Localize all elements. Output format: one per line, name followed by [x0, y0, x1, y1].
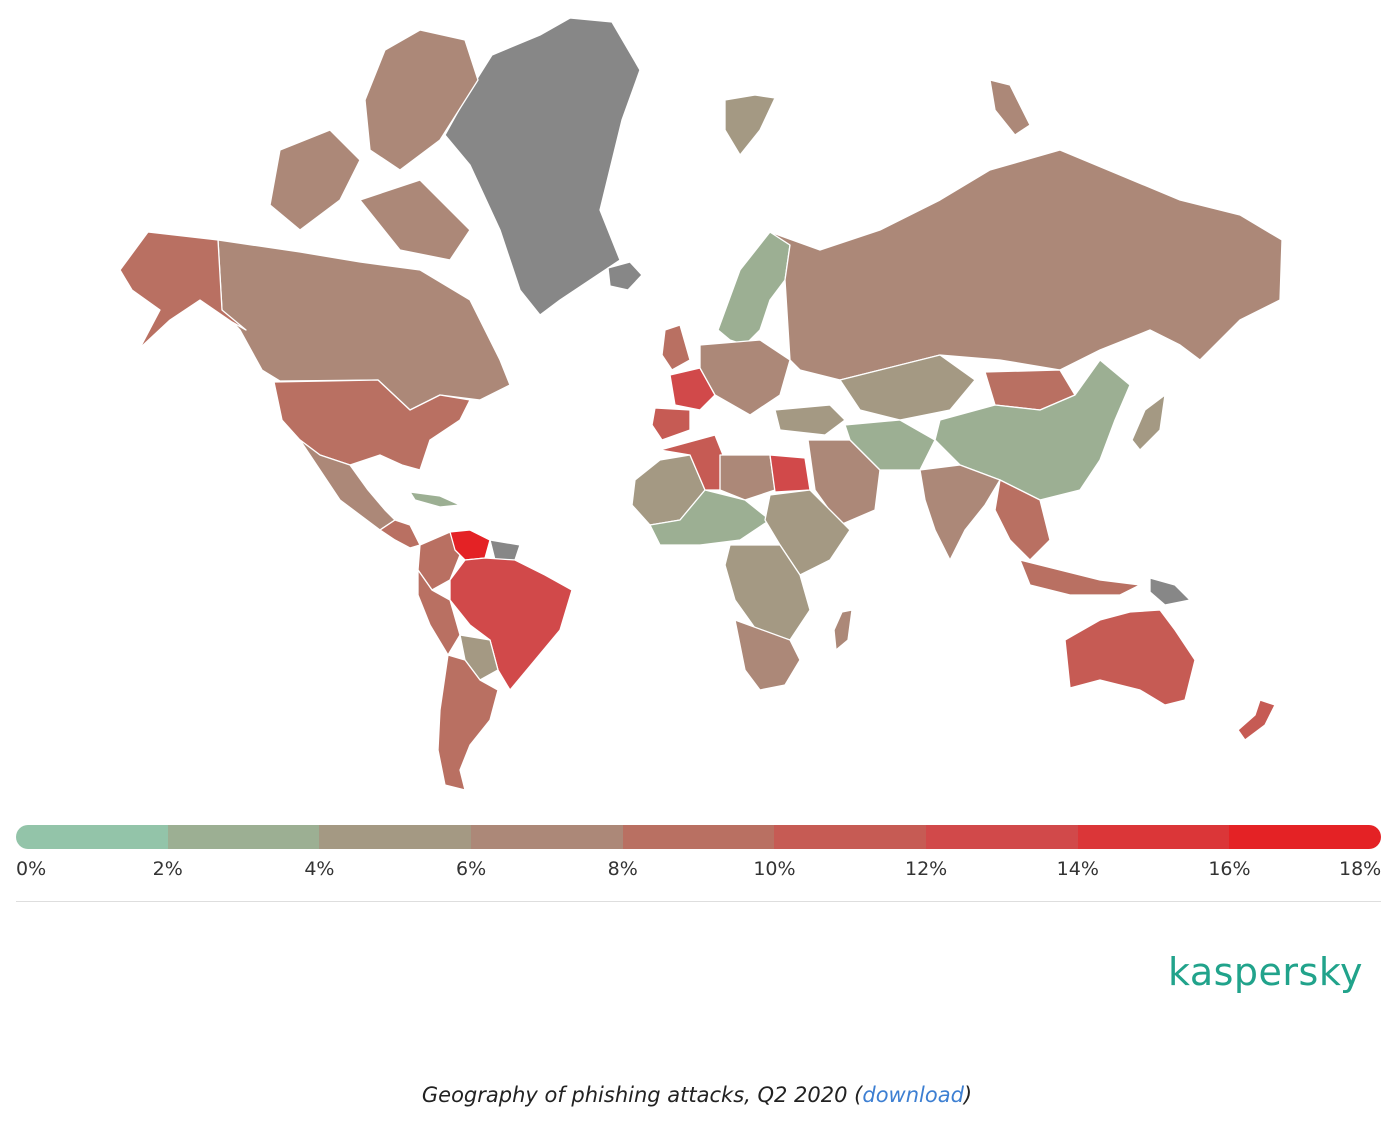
legend-tick-label: 18%	[1339, 858, 1382, 880]
legend-segment	[926, 825, 1078, 849]
region-japan	[1131, 394, 1166, 451]
region-russia-islands	[989, 79, 1031, 136]
region-egypt	[769, 454, 811, 493]
region-central-europe	[699, 339, 791, 416]
region-alaska	[119, 231, 247, 349]
legend-tick-label: 14%	[1056, 858, 1099, 880]
region-india	[919, 464, 1001, 561]
legend-tick-label: 10%	[753, 858, 796, 880]
legend-segment	[16, 825, 168, 849]
region-iberia	[651, 407, 691, 441]
legend-segment	[1229, 825, 1381, 849]
legend-color-scale	[16, 825, 1381, 849]
region-canada-arctic-3	[359, 179, 471, 261]
kaspersky-logo: kaspersky	[1168, 950, 1363, 994]
caption-text: Geography of phishing attacks, Q2 2020 (	[421, 1083, 863, 1107]
region-kazakhstan	[839, 354, 976, 421]
legend-segment	[622, 825, 775, 849]
legend-segment	[774, 825, 927, 849]
region-canada-arctic	[364, 29, 479, 171]
region-nordics	[717, 231, 791, 346]
region-brazil	[449, 557, 573, 691]
legend-tick-label: 4%	[304, 858, 335, 880]
legend-segment	[167, 825, 320, 849]
region-uk	[661, 324, 691, 371]
region-greenland	[444, 17, 641, 316]
legend-tick-label: 12%	[905, 858, 948, 880]
divider	[16, 901, 1381, 902]
region-svalbard	[724, 94, 776, 156]
download-link[interactable]: download	[862, 1083, 964, 1107]
region-peru	[417, 569, 461, 656]
region-libya	[719, 454, 776, 501]
region-argentina	[437, 654, 499, 791]
legend-tick-label: 8%	[607, 858, 638, 880]
region-iceland	[607, 261, 643, 291]
legend-segment	[1077, 825, 1230, 849]
region-australia	[1064, 609, 1196, 706]
region-turkey	[774, 404, 846, 436]
legend-tick-label: 16%	[1208, 858, 1251, 880]
region-canada	[217, 239, 511, 411]
figure-caption: Geography of phishing attacks, Q2 2020 (…	[0, 1083, 1394, 1107]
world-choropleth-map	[119, 17, 1283, 791]
legend-tick-labels: 0% 2% 4% 6% 8% 10% 12% 14% 16% 18%	[16, 858, 1381, 884]
legend-tick-label: 0%	[16, 858, 47, 880]
region-russia	[769, 149, 1283, 381]
region-se-asia	[994, 479, 1051, 561]
legend-tick-label: 6%	[456, 858, 487, 880]
region-france	[669, 367, 716, 411]
region-southern-africa	[734, 619, 801, 691]
region-canada-arctic-2	[269, 129, 361, 231]
legend-tick-label: 2%	[152, 858, 183, 880]
legend-segment	[319, 825, 472, 849]
region-guianas	[489, 539, 521, 561]
region-new-zealand	[1237, 699, 1276, 741]
region-madagascar	[833, 609, 853, 651]
region-png	[1149, 577, 1191, 606]
region-bolivia	[459, 634, 499, 681]
caption-end: )	[963, 1083, 973, 1107]
legend-segment	[471, 825, 623, 849]
region-indonesia	[1019, 559, 1141, 596]
region-caribbean	[409, 491, 461, 508]
